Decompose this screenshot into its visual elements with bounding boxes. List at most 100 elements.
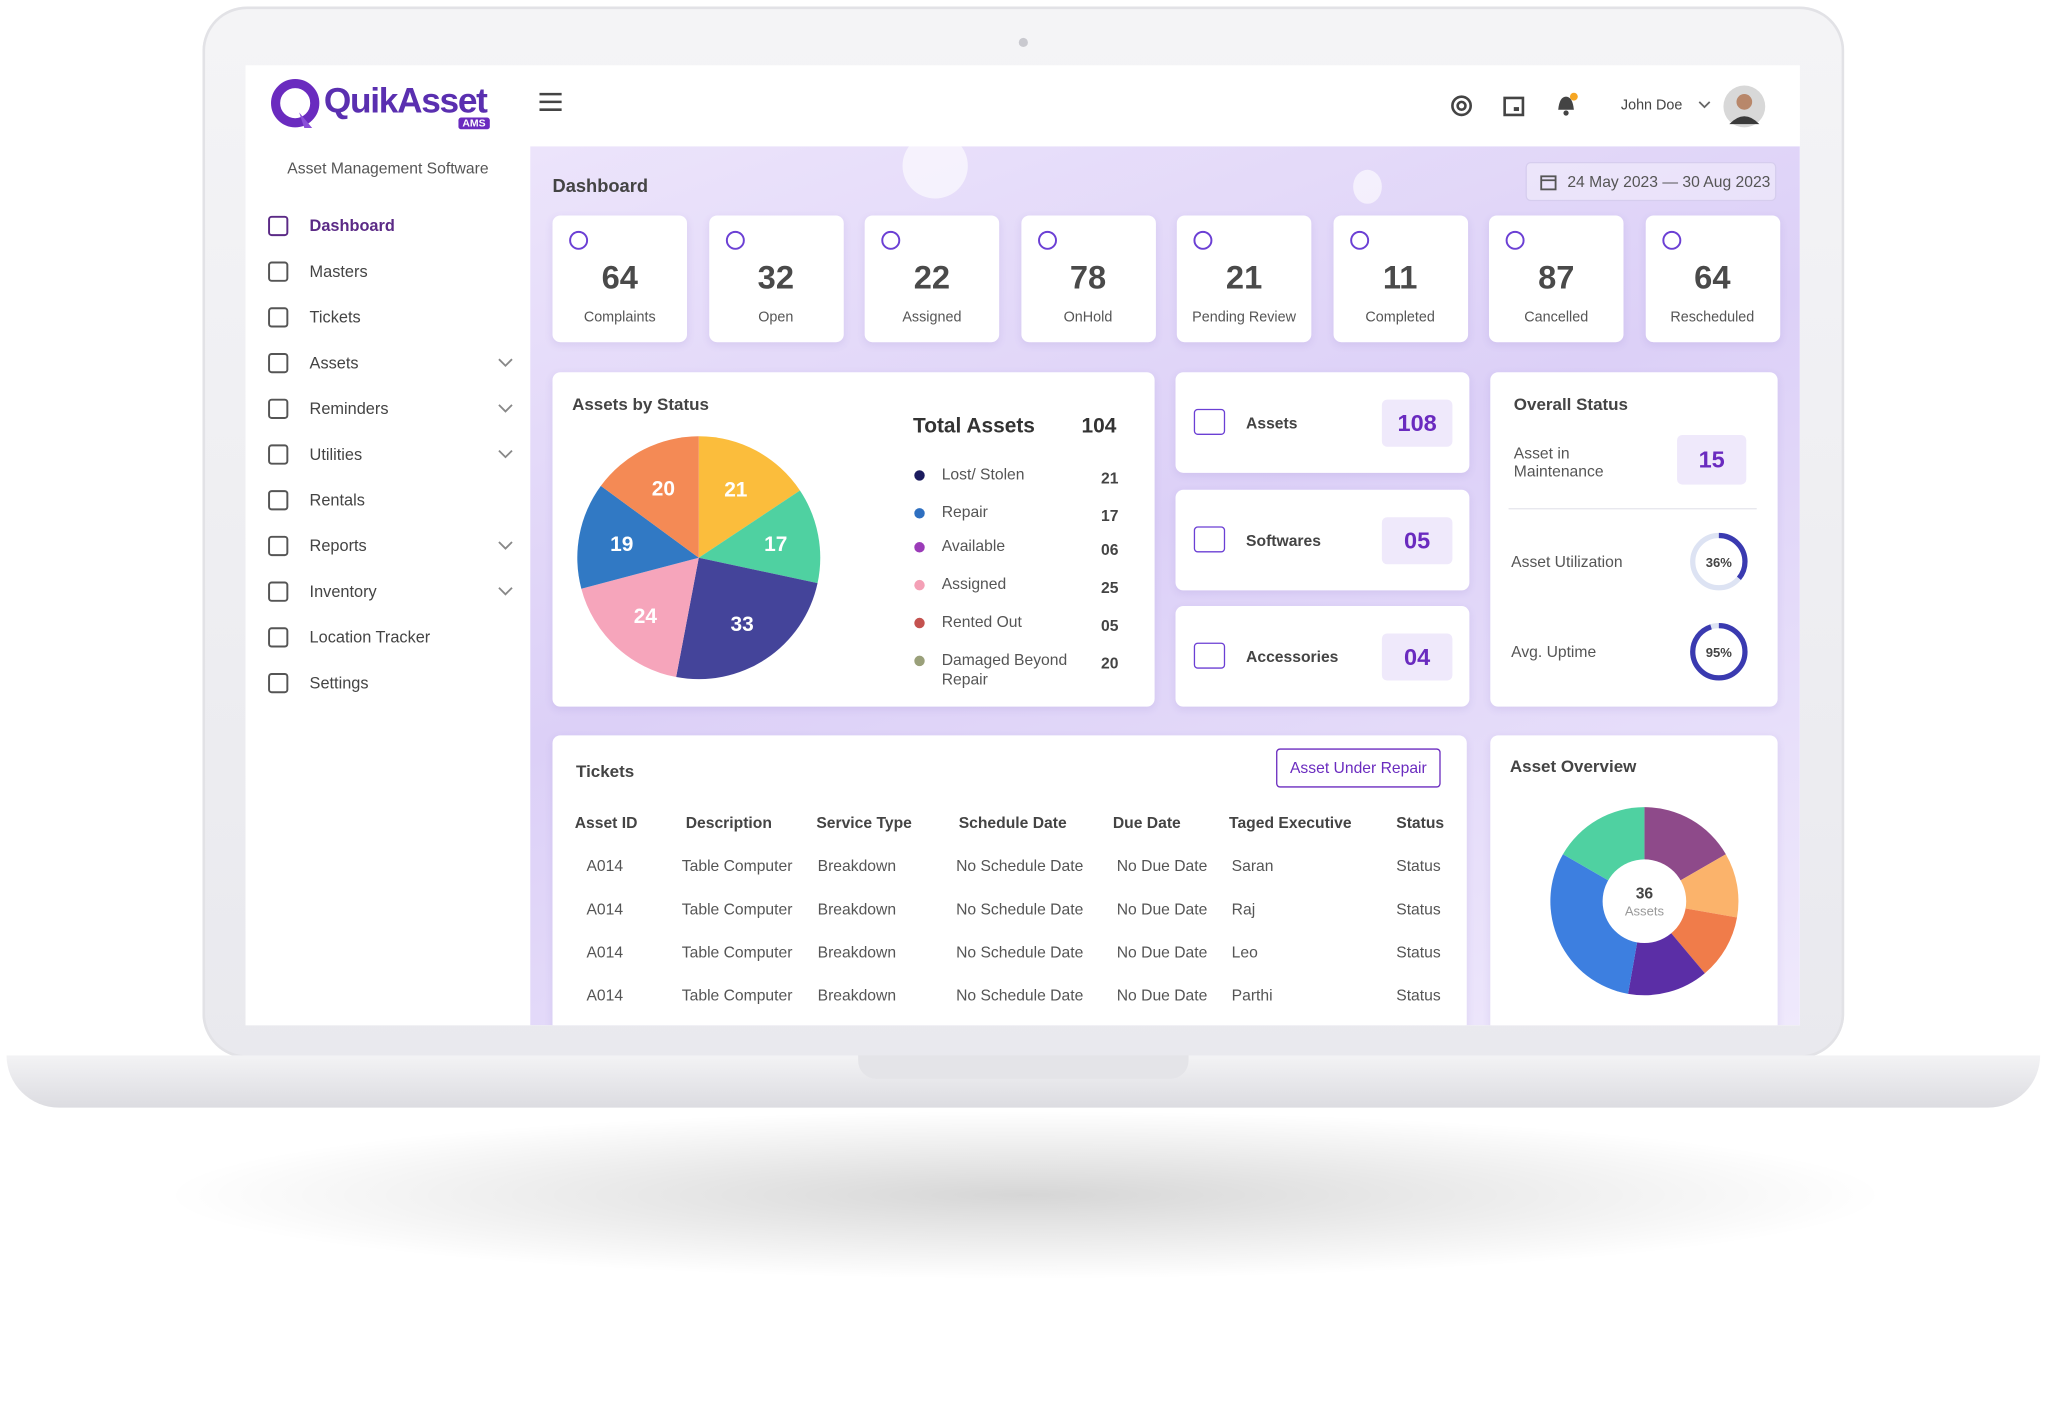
nav-item[interactable]: Location Tracker	[246, 618, 531, 657]
nav-item[interactable]: Reminders	[246, 389, 531, 428]
pie-slice	[676, 557, 818, 680]
page-title: Dashboard	[552, 175, 648, 196]
pie-chart: 21 17 33 24 19 20	[577, 436, 821, 680]
asset-count-card[interactable]: Softwares 05	[1175, 489, 1470, 590]
camera	[1018, 37, 1028, 48]
table-cell: Raj	[1231, 899, 1256, 919]
maintenance-label: Asset in Maintenance	[1513, 444, 1604, 481]
ring-label: Asset Utilization	[1511, 554, 1622, 571]
nav-icon	[268, 307, 289, 328]
stat-icon	[881, 230, 901, 250]
nav-item[interactable]: Settings	[246, 664, 531, 703]
table-cell: Status	[1396, 856, 1441, 876]
stat-label: OnHold	[1063, 309, 1113, 326]
notification-icon[interactable]	[1553, 91, 1579, 117]
nav-item[interactable]: Tickets	[246, 298, 531, 337]
panel-title: Assets by Status	[572, 394, 709, 415]
stat-value: 64	[601, 259, 638, 297]
table-cell: Table Computer	[681, 856, 793, 876]
total-label: Total Assets	[912, 415, 1035, 438]
tagline: Asset Management Software	[287, 159, 489, 178]
legend-dot	[914, 579, 925, 591]
stat-value: 22	[913, 259, 951, 297]
nav-item[interactable]: Masters	[246, 252, 531, 291]
pie-slice	[600, 436, 699, 558]
stat-card[interactable]: 64 Rescheduled	[1645, 215, 1780, 343]
legend-dot	[914, 508, 925, 519]
stat-card[interactable]: 87 Cancelled	[1488, 215, 1624, 343]
nav-item[interactable]: Rentals	[246, 481, 531, 520]
nav-icon	[268, 261, 289, 282]
nav-icon	[268, 490, 289, 511]
slice-label: 20	[652, 478, 675, 501]
nav-item[interactable]: Assets	[246, 344, 531, 383]
legend-dot	[914, 470, 925, 481]
nav-label: Inventory	[309, 582, 377, 601]
support-icon[interactable]	[1450, 94, 1474, 118]
expand-chevron	[498, 541, 513, 550]
nav-item[interactable]: Reports	[246, 526, 531, 565]
decor	[1353, 169, 1382, 204]
ring-progress	[1690, 623, 1748, 681]
overall-status: Overall Status Asset in Maintenance 15 A…	[1490, 372, 1778, 707]
stat-value: 78	[1069, 259, 1107, 297]
table-cell: Breakdown	[817, 986, 897, 1005]
laptop-shadow	[156, 1110, 1894, 1280]
stat-label: Complaints	[583, 309, 656, 326]
nav-item[interactable]: Utilities	[246, 435, 531, 474]
ring-value: 36%	[1706, 555, 1733, 570]
calendar-icon[interactable]	[1502, 94, 1526, 118]
table-cell: A014	[586, 899, 624, 919]
calendar-icon	[1540, 175, 1557, 191]
logo-mark	[271, 79, 320, 128]
brand-badge: AMS	[458, 117, 490, 130]
slice-label: 21	[724, 478, 748, 501]
header: John Doe	[530, 65, 1800, 147]
nav-label: Rentals	[309, 491, 365, 510]
stat-card[interactable]: 78 OnHold	[1020, 215, 1156, 343]
date-range[interactable]: 24 May 2023 — 30 Aug 2023	[1525, 161, 1777, 202]
asset-under-repair-button[interactable]: Asset Under Repair	[1276, 748, 1441, 788]
asset-count-card[interactable]: Assets 108	[1175, 372, 1470, 473]
table-cell: Parthi	[1231, 986, 1273, 1005]
legend-value: 25	[1101, 578, 1119, 597]
stat-card[interactable]: 32 Open	[708, 215, 844, 343]
nav-item[interactable]: Dashboard	[246, 206, 531, 245]
center-label: Assets	[1625, 904, 1665, 919]
stat-value: 64	[1694, 259, 1731, 297]
nav-icon	[268, 672, 289, 694]
legend-name: Damaged Beyond Repair	[941, 650, 1068, 689]
total-value: 104	[1081, 415, 1117, 438]
stat-value: 87	[1538, 259, 1575, 297]
stat-icon	[1193, 230, 1213, 250]
legend-name: Assigned	[941, 574, 1007, 593]
stat-card[interactable]: 22 Assigned	[864, 215, 1000, 343]
menu-icon[interactable]	[539, 92, 563, 112]
slice-label: 24	[634, 605, 658, 628]
stat-icon	[725, 230, 745, 250]
sidebar: QuikAsset AMS Asset Management Software …	[245, 65, 531, 1026]
table-cell: No Due Date	[1116, 943, 1208, 962]
stat-card[interactable]: 11 Completed	[1332, 215, 1468, 343]
stat-icon	[569, 230, 589, 250]
table-cell: Leo	[1231, 943, 1258, 962]
nav-label: Location Tracker	[309, 628, 431, 647]
legend-value: 21	[1101, 468, 1119, 488]
stat-card[interactable]: 21 Pending Review	[1176, 215, 1312, 343]
nav-item[interactable]: Inventory	[246, 572, 531, 611]
expand-chevron	[498, 449, 513, 459]
table-cell: Table Computer	[681, 899, 793, 919]
asset-count-card[interactable]: Accessories 04	[1175, 606, 1470, 707]
table-cell: No Due Date	[1116, 856, 1208, 876]
user-name[interactable]: John Doe	[1620, 97, 1683, 114]
stat-label: Pending Review	[1192, 309, 1296, 326]
brand-name: QuikAsset	[323, 80, 488, 121]
panel-title: Asset Overview	[1509, 756, 1637, 776]
pie-slice	[698, 436, 800, 558]
stat-label: Assigned	[902, 309, 962, 326]
avatar[interactable]	[1723, 85, 1766, 128]
stat-card[interactable]: 64 Complaints	[552, 215, 688, 343]
chevron[interactable]	[1698, 101, 1711, 110]
table-cell: No Schedule Date	[956, 943, 1084, 962]
